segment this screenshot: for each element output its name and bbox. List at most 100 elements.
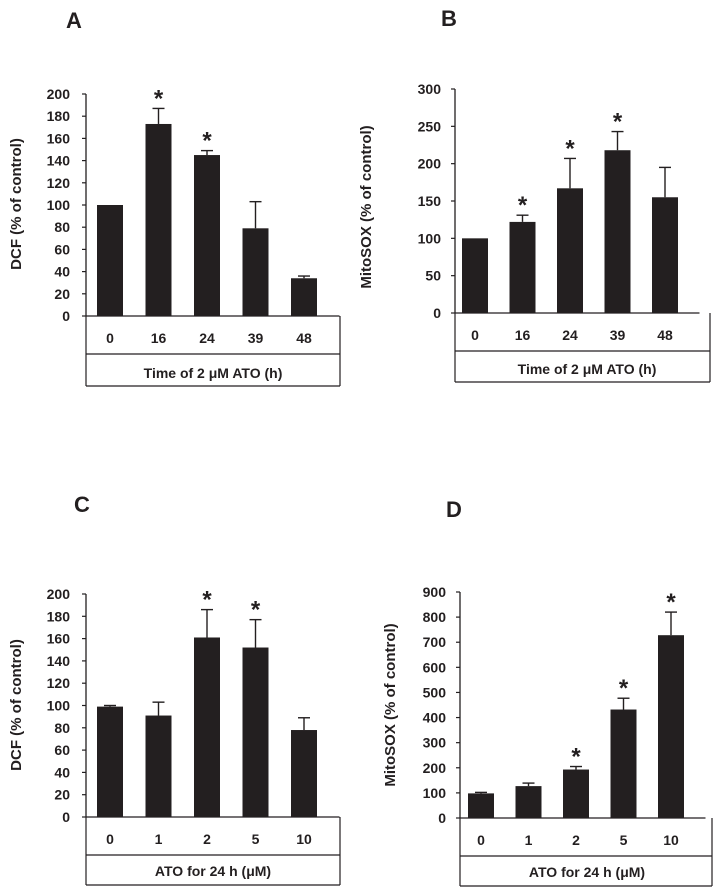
y-tick-label: 20 — [54, 787, 70, 803]
y-tick-label: 100 — [47, 197, 71, 213]
x-tick-label: 16 — [151, 330, 167, 346]
bar — [658, 635, 684, 818]
y-tick-label: 400 — [423, 710, 447, 726]
y-tick-label: 200 — [423, 760, 447, 776]
y-tick-label: 40 — [54, 764, 70, 780]
bar — [97, 205, 123, 316]
x-tick-label: 0 — [477, 832, 485, 848]
x-tick-label: 39 — [248, 330, 264, 346]
significance-marker: * — [565, 135, 575, 162]
panel-a: A DCF (% of control) Time of 2 μM ATO (h… — [8, 8, 341, 387]
y-axis-label: DCF (% of control) — [8, 639, 25, 771]
significance-marker: * — [571, 744, 581, 771]
y-tick-label: 300 — [418, 81, 442, 97]
y-axis-label: DCF (% of control) — [8, 138, 25, 270]
x-tick-label: 0 — [106, 330, 114, 346]
bar — [194, 637, 220, 817]
y-tick-label: 0 — [433, 305, 441, 321]
y-tick-label: 200 — [47, 86, 71, 102]
y-tick-label: 180 — [47, 108, 71, 124]
bar — [557, 188, 583, 313]
x-tick-label: 5 — [252, 831, 260, 847]
significance-marker: * — [251, 597, 261, 624]
significance-marker: * — [202, 128, 212, 155]
x-tick-label: 2 — [203, 831, 211, 847]
y-tick-label: 40 — [54, 264, 70, 280]
x-tick-label: 5 — [620, 832, 628, 848]
x-tick-label: 0 — [471, 327, 479, 343]
y-tick-label: 0 — [438, 810, 446, 826]
x-tick-label: 10 — [296, 831, 312, 847]
significance-marker: * — [613, 109, 623, 136]
bar — [604, 150, 631, 313]
bar — [145, 123, 172, 316]
y-tick-label: 200 — [418, 156, 442, 172]
y-tick-label: 700 — [423, 634, 447, 650]
bar — [97, 706, 123, 817]
panel-letter: A — [66, 8, 82, 33]
y-tick-label: 140 — [47, 653, 71, 669]
y-tick-label: 500 — [423, 684, 447, 700]
y-tick-label: 60 — [54, 241, 70, 257]
y-tick-label: 80 — [54, 219, 70, 235]
x-tick-label: 16 — [515, 327, 531, 343]
significance-marker: * — [666, 589, 676, 616]
bar — [509, 221, 536, 313]
bar — [563, 769, 589, 818]
bar — [242, 228, 269, 316]
x-tick-label: 48 — [296, 330, 312, 346]
x-tick-label: 2 — [572, 832, 580, 848]
x-tick-label: 0 — [106, 831, 114, 847]
bar — [468, 793, 494, 818]
significance-marker: * — [154, 85, 164, 112]
x-tick-label: 1 — [525, 832, 533, 848]
y-tick-label: 300 — [423, 735, 447, 751]
x-axis-label: Time of 2 μM ATO (h) — [518, 361, 657, 377]
x-tick-label: 48 — [657, 327, 673, 343]
bar — [515, 786, 542, 818]
y-tick-label: 60 — [54, 742, 70, 758]
y-tick-label: 200 — [47, 586, 71, 602]
panel-letter: C — [74, 492, 90, 517]
y-tick-label: 150 — [418, 193, 442, 209]
y-tick-label: 900 — [423, 584, 447, 600]
y-tick-label: 140 — [47, 153, 71, 169]
x-tick-label: 10 — [663, 832, 679, 848]
y-tick-label: 160 — [47, 130, 71, 146]
y-tick-label: 160 — [47, 631, 71, 647]
bar — [652, 197, 678, 313]
x-axis-label: ATO for 24 h (μM) — [155, 863, 271, 879]
bar — [291, 278, 317, 316]
panel-letter: D — [446, 497, 462, 522]
y-tick-label: 600 — [423, 659, 447, 675]
y-tick-label: 250 — [418, 118, 442, 134]
panel-c: C DCF (% of control) ATO for 24 h (μM) 0… — [8, 492, 341, 886]
y-tick-label: 120 — [47, 175, 71, 191]
y-axis-label: MitoSOX (% of control) — [382, 623, 399, 786]
y-tick-label: 0 — [62, 308, 70, 324]
bar — [462, 238, 488, 313]
y-tick-label: 100 — [423, 785, 447, 801]
bar — [291, 730, 317, 817]
x-tick-label: 39 — [610, 327, 626, 343]
x-axis-label: Time of 2 μM ATO (h) — [144, 365, 283, 381]
y-tick-label: 0 — [62, 809, 70, 825]
significance-marker: * — [202, 587, 212, 614]
x-tick-label: 1 — [155, 831, 163, 847]
y-tick-label: 120 — [47, 675, 71, 691]
y-tick-label: 100 — [418, 230, 442, 246]
bar — [610, 709, 637, 818]
bar — [194, 155, 220, 316]
x-tick-label: 24 — [562, 327, 578, 343]
y-tick-label: 100 — [47, 698, 71, 714]
significance-marker: * — [619, 675, 629, 702]
x-tick-label: 24 — [199, 330, 215, 346]
panel-b: B MitoSOX (% of control) Time of 2 μM AT… — [358, 6, 711, 383]
y-tick-label: 180 — [47, 608, 71, 624]
y-tick-label: 80 — [54, 720, 70, 736]
bar — [242, 647, 269, 817]
y-axis-label: MitoSOX (% of control) — [358, 125, 375, 288]
panel-letter: B — [441, 6, 457, 31]
panel-d: D MitoSOX (% of control) ATO for 24 h (μ… — [382, 497, 713, 887]
